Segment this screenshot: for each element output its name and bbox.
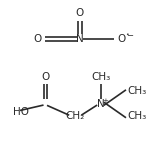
Text: CH₃: CH₃ (128, 86, 147, 96)
Text: N: N (76, 34, 84, 44)
Text: N: N (97, 99, 104, 109)
Text: O: O (117, 34, 125, 44)
Text: O: O (41, 72, 49, 82)
Text: +: + (102, 98, 108, 104)
Text: CH₂: CH₂ (66, 112, 85, 121)
Text: O: O (33, 34, 41, 44)
Text: −: − (126, 31, 133, 40)
Text: •: • (125, 32, 129, 37)
Text: HO: HO (13, 107, 29, 117)
Text: O: O (76, 8, 84, 18)
Text: CH₃: CH₃ (91, 72, 110, 82)
Text: CH₃: CH₃ (128, 112, 147, 121)
